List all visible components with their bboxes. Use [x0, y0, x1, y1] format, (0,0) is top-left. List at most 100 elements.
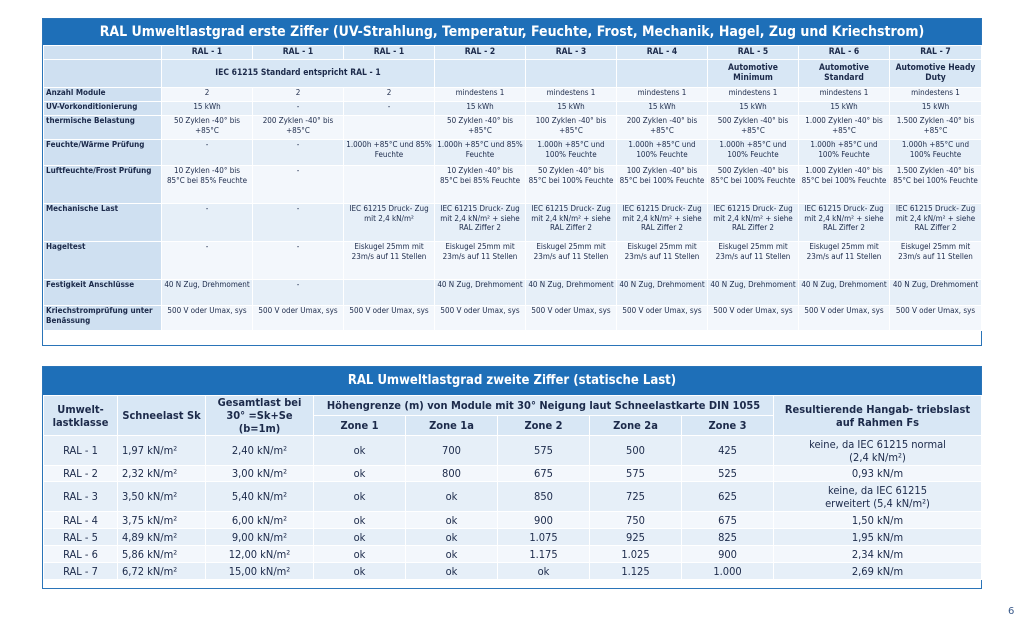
col-header: RAL - 2: [434, 45, 526, 60]
table2-grid: Umwelt- lastklasse Schneelast Sk Gesamtl…: [43, 395, 983, 580]
cell: 1.000 Zyklen -40° bis +85°C: [798, 115, 890, 140]
table-row: Kriechstromprüfung unter Benässung 500 V…: [43, 305, 982, 331]
zone-cell: 1.075: [497, 528, 590, 546]
gesamt-cell: 12,00 kN/m²: [205, 545, 314, 563]
cell: 50 Zyklen -40° bis +85°C: [161, 115, 253, 140]
table2-title: RAL Umweltlastgrad zweite Ziffer (statis…: [43, 367, 981, 395]
cell: 1.000h +85°C und 100% Feuchte: [707, 139, 799, 166]
cell: Eiskugel 25mm mit 23m/s auf 11 Stellen: [434, 241, 526, 280]
zone-cell: ok: [313, 562, 406, 580]
zone-cell: ok: [405, 562, 498, 580]
cell: 1.000h +85°C und 100% Feuchte: [889, 139, 982, 166]
zone-cell: 525: [680, 465, 775, 482]
cell: 1.000h +85°C und 100% Feuchte: [798, 139, 890, 166]
cell: Eiskugel 25mm mit 23m/s auf 11 Stellen: [798, 241, 890, 280]
table-row: UV-Vorkonditionierung 15 kWh - - 15 kWh …: [43, 101, 982, 116]
subheader-automotive-standard: Automotive Standard: [798, 59, 890, 88]
cell: 500 V oder Umax, sys: [616, 305, 708, 331]
header-umweltlastklasse: Umwelt- lastklasse: [43, 395, 118, 436]
gesamt-cell: 9,00 kN/m²: [205, 528, 314, 546]
gesamt-cell: 15,00 kN/m²: [205, 562, 314, 580]
zone-cell: ok: [313, 511, 406, 529]
cell: IEC 61215 Druck- Zug mit 2,4 kN/m² + sie…: [525, 203, 617, 242]
gesamt-cell: 3,00 kN/m²: [205, 465, 314, 482]
cell: 2: [252, 87, 344, 102]
zone-cell: 750: [589, 511, 682, 529]
cell: 1.000 Zyklen -40° bis 85°C bei 100% Feuc…: [798, 165, 890, 204]
col-header: RAL - 1: [252, 45, 344, 60]
cell: [343, 165, 435, 204]
zone-cell: 625: [680, 481, 775, 512]
cell: Eiskugel 25mm mit 23m/s auf 11 Stellen: [707, 241, 799, 280]
fs-cell: 1,95 kN/m: [773, 528, 983, 546]
zone-cell: 575: [497, 435, 590, 466]
cell: mindestens 1: [616, 87, 708, 102]
cell: 500 V oder Umax, sys: [434, 305, 526, 331]
table-ral-second-digit: RAL Umweltlastgrad zweite Ziffer (statis…: [42, 366, 983, 589]
zone-cell: ok: [405, 545, 498, 563]
cell: -: [161, 203, 253, 242]
cell: 15 kWh: [525, 101, 617, 116]
cell: 500 V oder Umax, sys: [252, 305, 344, 331]
cell: 500 V oder Umax, sys: [889, 305, 982, 331]
zone-header: Zone 1a: [405, 415, 498, 436]
cell: 40 N Zug, Drehmoment: [161, 279, 253, 306]
col-header: RAL - 1: [343, 45, 435, 60]
cell: mindestens 1: [525, 87, 617, 102]
zone-cell: 675: [680, 511, 775, 529]
cell: 40 N Zug, Drehmoment: [798, 279, 890, 306]
cell: IEC 61215 Druck- Zug mit 2,4 kN/m² + sie…: [434, 203, 526, 242]
table-row: RAL - 5 4,89 kN/m² 9,00 kN/m² ok ok 1.07…: [43, 528, 983, 546]
row-label: Festigkeit Anschlüsse: [43, 279, 162, 306]
cell: 50 Zyklen -40° bis +85°C: [434, 115, 526, 140]
zone-cell: ok: [313, 545, 406, 563]
sk-cell: 6,72 kN/m²: [117, 562, 206, 580]
cell: 40 N Zug, Drehmoment: [616, 279, 708, 306]
cell: -: [343, 101, 435, 116]
subheader-automotive-heavy: Automotive Heady Duty: [889, 59, 982, 88]
zone-cell: 675: [497, 465, 590, 482]
cell: 15 kWh: [889, 101, 982, 116]
cell: 200 Zyklen -40° bis +85°C: [252, 115, 344, 140]
row-label: UV-Vorkonditionierung: [43, 101, 162, 116]
zone-cell: ok: [313, 465, 406, 482]
zone-cell: 425: [680, 435, 775, 466]
cell: 10 Zyklen -40° bis 85°C bei 85% Feuchte: [434, 165, 526, 204]
fs-cell: keine, da IEC 61215 erweitert (5,4 kN/m²…: [773, 481, 983, 512]
cell: 1.500 Zyklen -40° bis 85°C bei 100% Feuc…: [889, 165, 982, 204]
sk-cell: 5,86 kN/m²: [117, 545, 206, 563]
header-hoehengrenze: Höhengrenze (m) von Module mit 30° Neigu…: [312, 395, 775, 416]
zone-cell: 1.125: [589, 562, 682, 580]
cell: 500 Zyklen -40° bis +85°C: [707, 115, 799, 140]
subheader-empty: [434, 59, 526, 88]
cell: 1.000h +85°C und 100% Feuchte: [525, 139, 617, 166]
cell: 10 Zyklen -40° bis 85°C bei 85% Feuchte: [161, 165, 253, 204]
cell: Eiskugel 25mm mit 23m/s auf 11 Stellen: [525, 241, 617, 280]
zone-cell: 900: [497, 511, 590, 529]
table-ral-first-digit: RAL Umweltlastgrad erste Ziffer (UV-Stra…: [42, 18, 982, 346]
cell: 15 kWh: [616, 101, 708, 116]
page-number: 6: [1008, 606, 1015, 617]
zone-header: Zone 2a: [589, 415, 682, 436]
table-row: thermische Belastung 50 Zyklen -40° bis …: [43, 115, 982, 140]
row-label: Kriechstromprüfung unter Benässung: [43, 305, 162, 331]
klasse-cell: RAL - 7: [43, 562, 118, 580]
zone-header: Zone 1: [313, 415, 406, 436]
table-row: RAL - 7 6,72 kN/m² 15,00 kN/m² ok ok ok …: [43, 562, 983, 580]
iec-note: IEC 61215 Standard entspricht RAL - 1: [161, 59, 435, 88]
cell: 500 Zyklen -40° bis 85°C bei 100% Feucht…: [707, 165, 799, 204]
cell: 100 Zyklen -40° bis 85°C bei 100% Feucht…: [616, 165, 708, 204]
sk-cell: 4,89 kN/m²: [117, 528, 206, 546]
cell: IEC 61215 Druck- Zug mit 2,4 kN/m² + sie…: [707, 203, 799, 242]
klasse-cell: RAL - 2: [43, 465, 118, 482]
zone-cell: 725: [589, 481, 682, 512]
cell: 15 kWh: [434, 101, 526, 116]
table-row: RAL - 3 3,50 kN/m² 5,40 kN/m² ok ok 850 …: [43, 481, 983, 512]
zone-cell: 1.000: [680, 562, 775, 580]
cell: -: [252, 241, 344, 280]
zone-cell: 500: [589, 435, 682, 466]
table-row: RAL - 4 3,75 kN/m² 6,00 kN/m² ok ok 900 …: [43, 511, 983, 529]
row-label: Hageltest: [43, 241, 162, 280]
cell: 1.000h +85°C und 85% Feuchte: [343, 139, 435, 166]
zone-cell: 575: [589, 465, 682, 482]
